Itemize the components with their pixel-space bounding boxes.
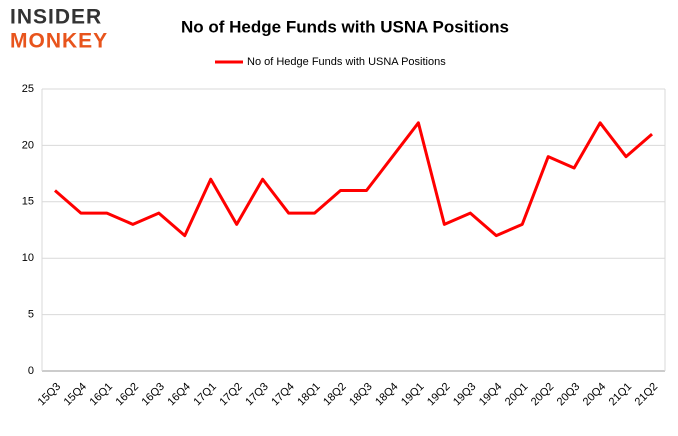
x-tick-label: 17Q1 <box>191 381 219 409</box>
x-tick-label: 17Q4 <box>269 381 297 409</box>
chart-title: No of Hedge Funds with USNA Positions <box>181 17 509 36</box>
x-tick-label: 21Q1 <box>607 381 635 409</box>
y-tick-label: 20 <box>22 139 34 151</box>
y-tick-label: 15 <box>22 196 34 208</box>
logo-line2: MONKEY <box>10 30 108 53</box>
x-tick-label: 21Q2 <box>633 381 661 409</box>
x-tick-label: 18Q3 <box>347 381 375 409</box>
line-series <box>53 121 654 238</box>
y-tick-label: 25 <box>22 83 34 95</box>
x-tick-label: 19Q2 <box>425 381 453 409</box>
x-tick-label: 20Q4 <box>581 381 609 409</box>
x-tick-label: 20Q1 <box>503 381 531 409</box>
x-tick-label: 15Q4 <box>62 381 90 409</box>
legend-label: No of Hedge Funds with USNA Positions <box>247 56 446 68</box>
x-tick-label: 19Q1 <box>399 381 427 409</box>
x-tick-label: 16Q3 <box>139 381 167 409</box>
x-tick-label: 18Q2 <box>321 381 349 409</box>
x-tick-label: 19Q4 <box>477 381 505 409</box>
x-tick-label: 20Q2 <box>529 381 557 409</box>
x-tick-label: 17Q3 <box>243 381 271 409</box>
x-tick-label: 15Q3 <box>36 381 64 409</box>
x-tick-label: 18Q1 <box>295 381 323 409</box>
x-tick-label: 16Q4 <box>165 381 193 409</box>
x-tick-label: 20Q3 <box>555 381 583 409</box>
x-tick-label: 16Q2 <box>114 381 142 409</box>
x-tick-label: 17Q2 <box>217 381 245 409</box>
x-tick-label: 18Q4 <box>373 381 401 409</box>
y-tick-label: 10 <box>22 252 34 264</box>
x-tick-label: 16Q1 <box>88 381 116 409</box>
y-tick-label: 0 <box>28 365 34 377</box>
y-tick-label: 5 <box>28 309 34 321</box>
x-tick-label: 19Q3 <box>451 381 479 409</box>
logo-line1: INSIDER <box>10 6 102 29</box>
